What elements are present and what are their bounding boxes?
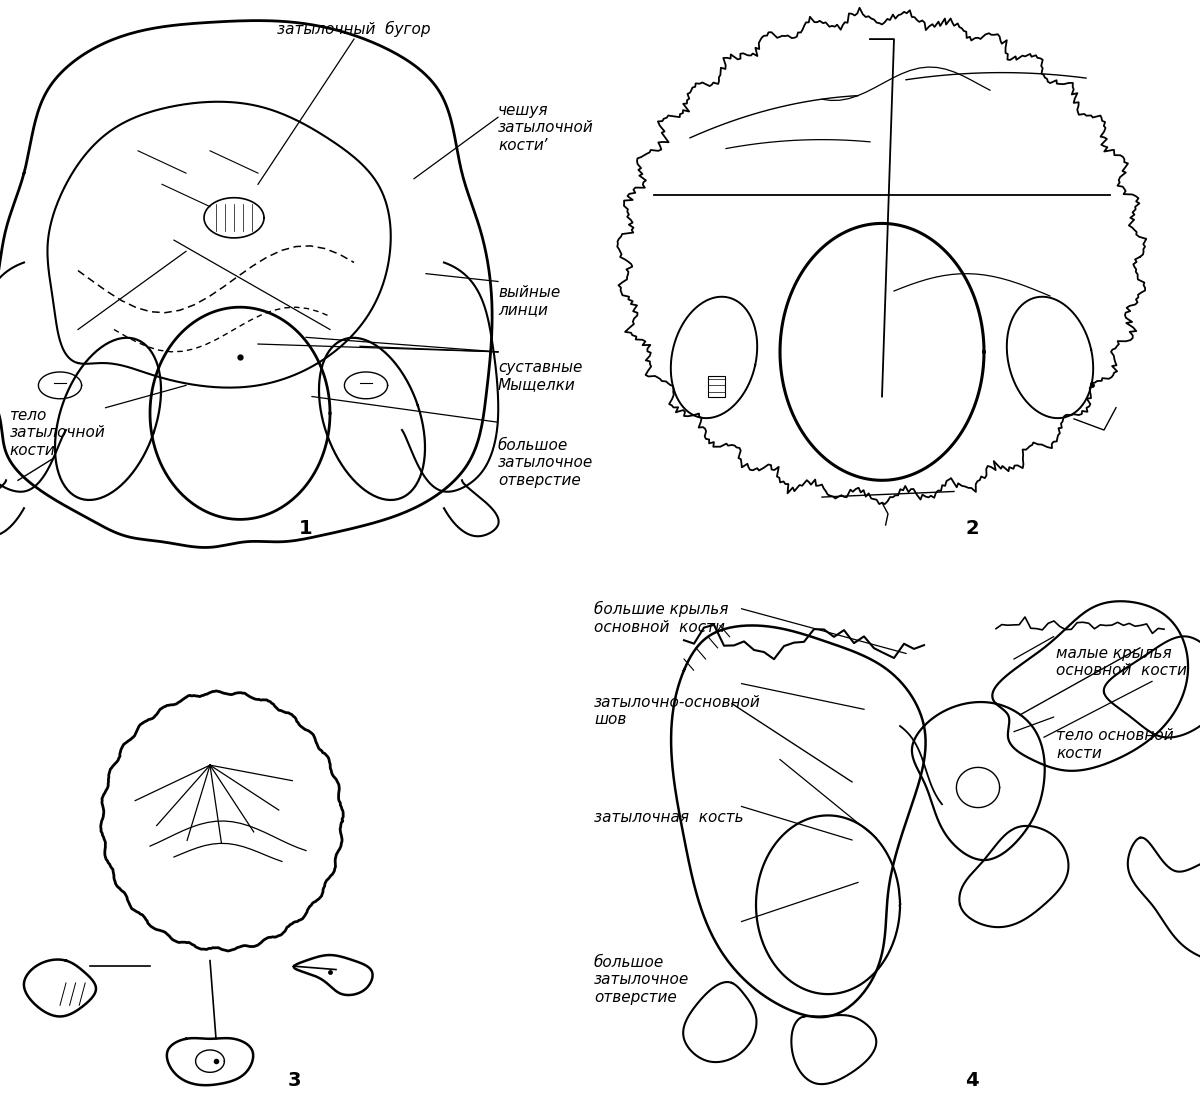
Text: тело
затылочной
кости: тело затылочной кости xyxy=(10,408,106,458)
Text: затылочный  бугор: затылочный бугор xyxy=(277,21,431,37)
Text: большое
затылочное
отверстие: большое затылочное отверстие xyxy=(594,955,689,1005)
Text: большое
затылочное
отверстие: большое затылочное отверстие xyxy=(498,438,593,488)
Text: 1: 1 xyxy=(299,518,313,538)
Text: малые крылья
основной  кости: малые крылья основной кости xyxy=(1056,646,1187,678)
Text: 3: 3 xyxy=(287,1070,301,1090)
Text: затылочная  кость: затылочная кость xyxy=(594,810,744,824)
Text: большие крылья
основной  кости: большие крылья основной кости xyxy=(594,601,728,634)
Text: выйные
линци: выйные линци xyxy=(498,285,560,317)
Text: 4: 4 xyxy=(965,1070,979,1090)
Text: чешуя
затылочной
костиʼ: чешуя затылочной костиʼ xyxy=(498,103,594,153)
Text: тело основной
кости: тело основной кости xyxy=(1056,728,1174,761)
Text: 2: 2 xyxy=(965,518,979,538)
Text: суставные
Мыщелки: суставные Мыщелки xyxy=(498,360,582,392)
Text: затылочно-основной
шов: затылочно-основной шов xyxy=(594,695,761,727)
